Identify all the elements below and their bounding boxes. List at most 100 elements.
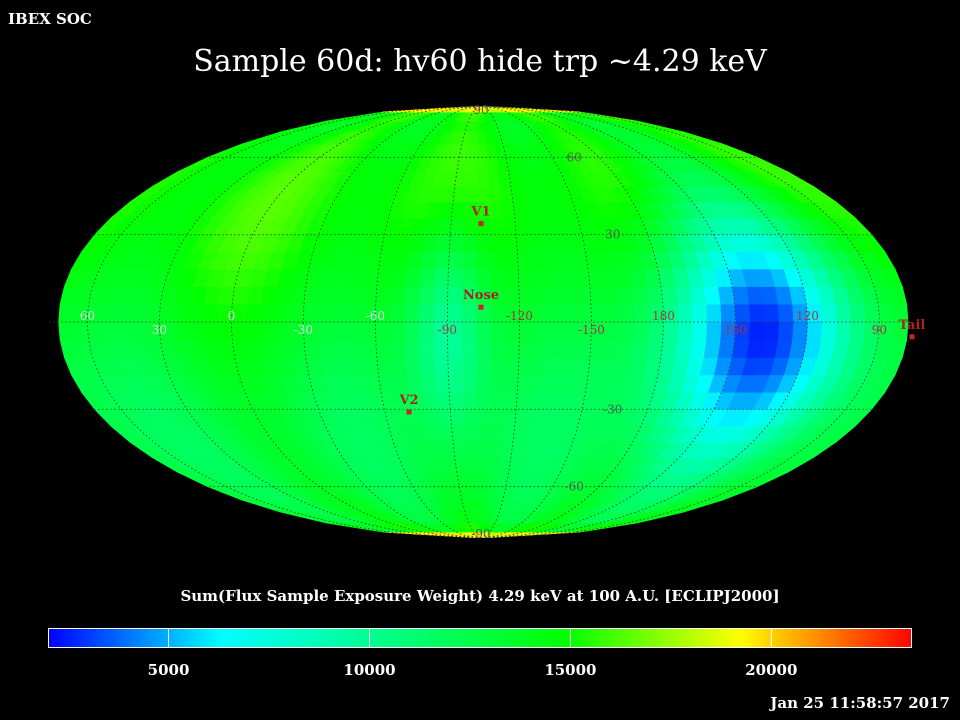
colorbar-segment — [582, 628, 585, 648]
heatmap-cell — [216, 321, 233, 341]
colorbar-segment — [400, 628, 403, 648]
heatmap-cell — [660, 286, 678, 305]
heatmap-cell — [361, 286, 378, 305]
heatmap-cell — [542, 234, 559, 253]
colorbar-segment — [768, 628, 771, 648]
heatmap-cell — [587, 357, 605, 376]
colorbar-segment — [880, 628, 883, 648]
colorbar-segment — [124, 628, 127, 648]
colorbar-segment — [590, 628, 593, 648]
colorbar-segment — [84, 628, 87, 648]
heatmap-cell — [605, 321, 621, 341]
heatmap-cell — [447, 357, 463, 376]
heatmap-cell — [557, 251, 575, 270]
colorbar-segment — [652, 628, 655, 648]
longitude-label: 60 — [80, 309, 95, 323]
colorbar-segment — [684, 628, 687, 648]
heatmap-cell — [477, 143, 488, 158]
heatmap-cell — [512, 425, 528, 443]
colorbar-segment — [404, 628, 407, 648]
heatmap-cell — [418, 321, 434, 341]
heatmap-cell — [489, 408, 504, 427]
colorbar-segment — [240, 628, 243, 648]
heatmap-cell — [528, 391, 545, 410]
heatmap-cell — [115, 303, 133, 323]
colorbar-segment — [136, 628, 139, 648]
heatmap-cell — [360, 321, 377, 341]
colorbar-segment — [244, 628, 247, 648]
colorbar-segment — [766, 628, 769, 648]
longitude-label: -30 — [294, 323, 313, 337]
colorbar-segment — [262, 628, 265, 648]
colorbar-segment — [172, 628, 175, 648]
colorbar-segment — [118, 628, 121, 648]
heatmap-cell — [318, 286, 335, 305]
colorbar-segment — [282, 628, 285, 648]
heatmap-cell — [603, 339, 621, 358]
heatmap-cell — [510, 186, 526, 203]
heatmap-cell — [58, 321, 75, 341]
colorbar-segment — [428, 628, 431, 648]
colorbar-segment — [238, 628, 241, 648]
heatmap-cell — [419, 268, 435, 287]
heatmap-cell — [619, 321, 635, 341]
colorbar-segment — [460, 628, 463, 648]
heatmap-cell — [575, 339, 592, 358]
heatmap-cell — [332, 286, 349, 305]
heatmap-cell — [375, 339, 392, 358]
heatmap-cell — [632, 339, 649, 358]
heatmap-cell — [389, 321, 405, 341]
colorbar-segment — [870, 628, 873, 648]
heatmap-cell — [476, 391, 491, 410]
colorbar-segment — [576, 628, 579, 648]
colorbar-segment — [900, 628, 903, 648]
colorbar-segment — [838, 628, 841, 648]
colorbar-segment — [468, 628, 471, 648]
heatmap-cell — [559, 357, 577, 376]
colorbar-segment — [516, 628, 519, 648]
colorbar-segment — [170, 628, 173, 648]
colorbar-segment — [188, 628, 191, 648]
heatmap-cell — [545, 268, 562, 287]
colorbar-segment — [182, 628, 185, 648]
colorbar-segment — [720, 628, 723, 648]
colorbar-segment — [542, 628, 545, 648]
colorbar-segment — [704, 628, 707, 648]
heatmap-cell — [461, 303, 477, 323]
colorbar-segment — [228, 628, 231, 648]
heatmap-cell — [436, 408, 452, 427]
heatmap-cell — [476, 234, 491, 253]
colorbar-segment — [470, 628, 473, 648]
heatmap-cell — [646, 286, 664, 305]
colorbar-segment — [714, 628, 717, 648]
heatmap-cell — [500, 425, 516, 443]
colorbar-segment — [700, 628, 703, 648]
heatmap-cell — [289, 339, 307, 358]
heatmap-cell — [689, 339, 707, 358]
colorbar-segment — [708, 628, 711, 648]
colorbar-segment — [196, 628, 199, 648]
heatmap-cell — [362, 357, 379, 376]
heatmap-cell — [475, 321, 491, 341]
colorbar-segment — [320, 628, 323, 648]
colorbar-segment — [584, 628, 587, 648]
heatmap-cell — [674, 339, 692, 358]
colorbar-segment — [274, 628, 277, 648]
colorbar-segment — [264, 628, 267, 648]
meridian — [158, 106, 482, 538]
heatmap-cell — [466, 157, 479, 172]
heatmap-cell — [435, 391, 451, 410]
heatmap-cell — [619, 303, 635, 323]
colorbar-segment — [472, 628, 475, 648]
heatmap-cell — [115, 321, 133, 341]
colorbar-segment — [162, 628, 165, 648]
heatmap-cell — [463, 425, 478, 443]
colorbar-segment — [242, 628, 245, 648]
colorbar-segment — [150, 628, 153, 648]
heatmap-cell — [515, 234, 532, 253]
colorbar-segment — [62, 628, 65, 648]
colorbar-segment — [122, 628, 125, 648]
colorbar-segment — [526, 628, 529, 648]
colorbar-segment — [246, 628, 249, 648]
heatmap-cell — [433, 357, 449, 376]
